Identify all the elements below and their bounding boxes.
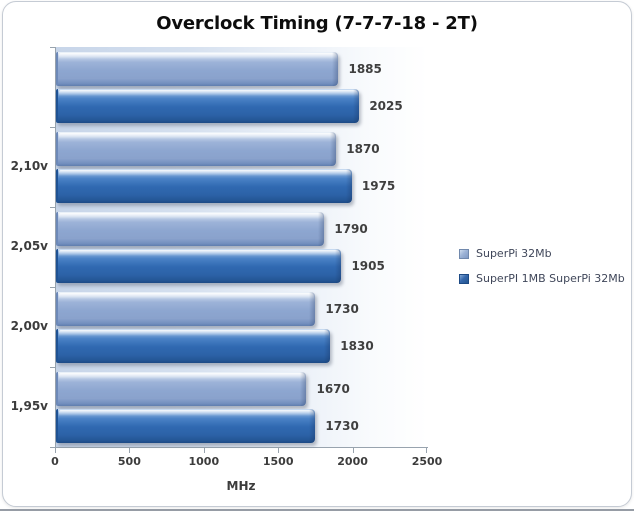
y-axis-labels: 2,10v 2,05v 2,00v 1,95v [4, 47, 48, 447]
bar-superpi-1mb [56, 328, 331, 363]
bar-group: 1870 1975 [56, 127, 428, 207]
x-axis-title: MHz [226, 479, 256, 493]
x-axis-tick [203, 448, 205, 453]
y-axis-tick [50, 127, 56, 128]
legend: SuperPi 32Mb SuperPI 1MB SuperPi 32Mb [459, 247, 625, 297]
x-axis-tick [426, 448, 427, 453]
x-axis-tick-label: 2500 [411, 455, 443, 468]
x-axis-tick [55, 448, 56, 453]
legend-marker-dark-square-icon [459, 273, 469, 284]
bar-superpi-32mb [56, 291, 316, 326]
legend-item: SuperPI 1MB SuperPi 32Mb [459, 272, 625, 285]
x-axis-tick-label: 0 [51, 455, 59, 468]
x-axis-tick-label: 1500 [262, 455, 294, 468]
window-bottom-edge [0, 509, 634, 511]
x-axis-tick-label: 500 [117, 455, 141, 468]
bar-superpi-32mb [56, 131, 337, 166]
x-axis: 0 500 1000 1500 2000 2500 [51, 448, 442, 488]
bar-row: 1975 [56, 168, 428, 203]
bar-group: 1670 1730 [56, 367, 428, 447]
category-label: 2,00v [10, 319, 48, 333]
plot-area: 1885 2025 1870 1975 1790 1905 1730 1830 1670 1730 [50, 47, 428, 448]
value-label: 1730 [325, 301, 359, 316]
bar-superpi-32mb [56, 211, 325, 246]
value-label: 2025 [369, 98, 403, 113]
y-axis-tick [50, 287, 56, 288]
bar-group: 1790 1905 [56, 207, 428, 287]
x-axis-tick-label: 1000 [188, 455, 220, 468]
bar-row: 1730 [56, 408, 428, 443]
category-label: 1,95v [10, 399, 48, 413]
bar-superpi-1mb [56, 408, 316, 443]
legend-marker-light-square-icon [459, 248, 469, 259]
bar-group: 1885 2025 [56, 47, 428, 127]
x-axis-tick-label: 2000 [337, 455, 368, 468]
category-label: 2,10v [10, 159, 48, 173]
bar-superpi-1mb [56, 248, 342, 283]
category-label: 2,05v [10, 239, 48, 253]
legend-label: SuperPI 1MB SuperPi 32Mb [476, 272, 625, 285]
legend-label: SuperPi 32Mb [476, 247, 552, 260]
y-axis-tick [50, 207, 56, 208]
value-label: 1730 [325, 418, 359, 433]
bar-row: 1670 [56, 371, 428, 406]
legend-item: SuperPi 32Mb [459, 247, 625, 260]
bar-superpi-32mb [56, 371, 307, 406]
bar-row: 1885 [56, 51, 428, 86]
bar-superpi-1mb [56, 168, 352, 203]
value-label: 1790 [334, 221, 368, 236]
x-axis-tick [278, 448, 280, 453]
bar-group: 1730 1830 [56, 287, 428, 367]
bar-row: 1730 [56, 291, 428, 326]
value-label: 1670 [316, 381, 350, 396]
bar-superpi-1mb [56, 88, 360, 123]
y-axis-tick [50, 47, 56, 48]
bar-row: 1830 [56, 328, 428, 363]
x-axis-tick [352, 448, 354, 453]
chart-title: Overclock Timing (7-7-7-18 - 2T) [156, 13, 478, 34]
bar-row: 2025 [56, 88, 428, 123]
value-label: 1975 [361, 178, 396, 193]
y-axis-tick [50, 447, 56, 448]
x-axis-tick [129, 448, 131, 453]
bar-row: 1905 [56, 248, 428, 283]
value-label: 1885 [348, 61, 382, 76]
bar-row: 1870 [56, 131, 428, 166]
y-axis-tick [50, 367, 56, 368]
value-label: 1905 [351, 258, 385, 273]
bar-row: 1790 [56, 211, 428, 246]
bar-superpi-32mb [56, 51, 339, 86]
value-label: 1830 [340, 338, 374, 353]
value-label: 1870 [346, 141, 380, 156]
